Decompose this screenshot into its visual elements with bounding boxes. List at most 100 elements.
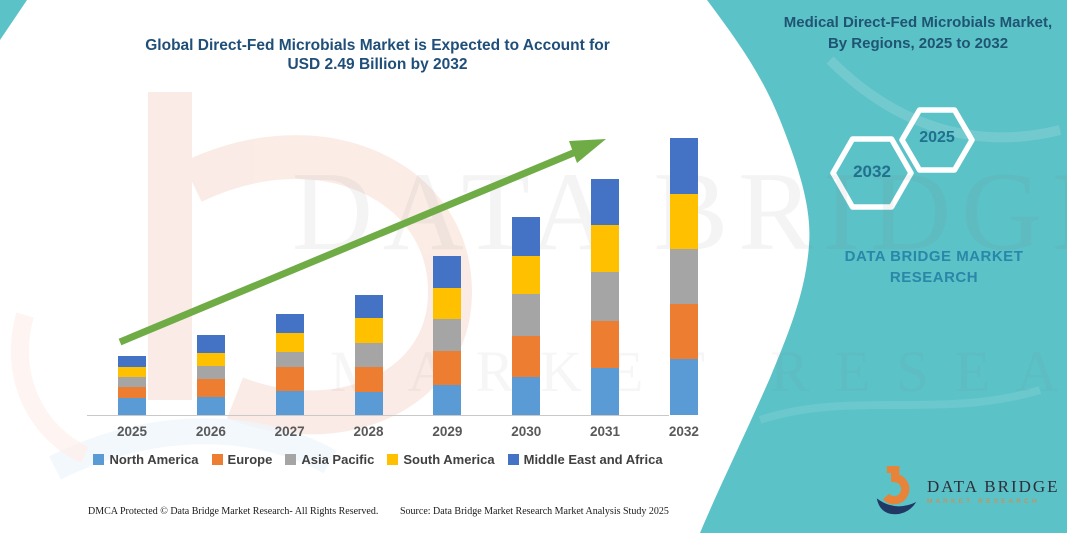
footer-dmca-text: DMCA Protected © Data Bridge Market Rese… (88, 506, 379, 517)
legend-label-asia-pacific: Asia Pacific (301, 452, 375, 467)
hexagon-label-2025: 2025 (919, 129, 955, 146)
bar-segment-north-america-2030 (512, 377, 541, 415)
bar-segment-asia-pacific-2028 (354, 342, 383, 368)
x-axis-label-2025: 2025 (116, 424, 148, 439)
bar-segment-asia-pacific-2025 (118, 377, 146, 388)
legend-swatch-middle-east-and-africa (507, 454, 519, 465)
legend-item-europe: Europe (211, 452, 273, 467)
legend-label-europe: Europe (227, 452, 273, 467)
bar-segment-north-america-2031 (591, 368, 620, 415)
bar-segment-south-america-2028 (354, 318, 383, 343)
side-panel-brand-text: DATA BRIDGE MARKET RESEARCH (844, 248, 1024, 286)
bar-segment-north-america-2028 (354, 391, 383, 415)
bar-column-2025 (118, 130, 146, 415)
hexagon-label-2032: 2032 (853, 162, 891, 181)
bar-stack-2025 (118, 130, 146, 415)
x-axis-line (87, 415, 669, 416)
bar-segment-south-america-2025 (118, 367, 146, 378)
bar-segment-europe-2032 (669, 303, 698, 360)
bar-segment-south-america-2032 (669, 193, 698, 250)
corner-wedge (0, 0, 27, 40)
bar-segment-middle-east-and-africa-2026 (196, 335, 225, 353)
bar-segment-asia-pacific-2031 (591, 271, 620, 321)
bar-segment-north-america-2027 (275, 390, 304, 415)
bar-segment-asia-pacific-2029 (433, 319, 462, 351)
bar-segment-asia-pacific-2027 (275, 351, 304, 368)
teal-panel-shape (700, 0, 1067, 533)
legend-label-north-america: North America (109, 452, 199, 467)
bar-segment-middle-east-and-africa-2027 (275, 313, 304, 333)
chart-title-line2: USD 2.49 Billion by 2032 (287, 56, 468, 73)
bar-segment-asia-pacific-2032 (669, 249, 698, 304)
bar-segment-europe-2028 (354, 367, 383, 392)
bar-segment-asia-pacific-2026 (196, 366, 225, 380)
bar-column-2029 (433, 130, 462, 415)
legend-label-middle-east-and-africa: Middle East and Africa (523, 452, 663, 467)
chart-title: Global Direct-Fed Microbials Market is E… (90, 36, 665, 74)
logo-name-text: DATA BRIDGE (927, 477, 1060, 496)
legend-item-south-america: South America (387, 452, 495, 467)
dbmr-logo: DATA BRIDGE MARKET RESEARCH (874, 466, 1060, 516)
bar-column-2028 (354, 130, 383, 415)
legend-item-middle-east-and-africa: Middle East and Africa (507, 452, 663, 467)
bar-segment-middle-east-and-africa-2032 (669, 138, 698, 194)
bar-stack-2029 (433, 130, 462, 415)
bar-stack-2032 (669, 130, 698, 415)
x-axis-label-2029: 2029 (432, 424, 463, 439)
legend-swatch-south-america (387, 454, 399, 465)
bar-segment-north-america-2032 (669, 359, 698, 415)
hexagon-2032 (830, 136, 914, 210)
hexagon-2025 (899, 107, 975, 173)
x-axis-label-2027: 2027 (274, 424, 305, 439)
bar-segment-asia-pacific-2030 (512, 293, 541, 337)
bar-segment-south-america-2029 (433, 288, 462, 320)
bar-segment-middle-east-and-africa-2030 (512, 217, 541, 257)
bar-stack-2028 (354, 130, 383, 415)
legend-swatch-asia-pacific (285, 454, 297, 465)
x-axis-label-2028: 2028 (353, 424, 384, 439)
bar-column-2032 (669, 130, 698, 415)
bar-chart-plot-area (88, 130, 722, 415)
bar-segment-middle-east-and-africa-2025 (118, 356, 146, 368)
logo-subtitle-text: MARKET RESEARCH (927, 498, 1040, 505)
bar-stack-2026 (196, 130, 225, 415)
x-axis-labels: 2025 2026 2027 2028 2029 2030 2031 2032 (88, 424, 722, 439)
legend-swatch-europe (211, 454, 223, 465)
bar-column-2031 (591, 130, 620, 415)
bar-stack-2031 (591, 130, 620, 415)
dbmr-logo-mark (876, 466, 917, 515)
bar-segment-north-america-2025 (118, 398, 146, 415)
bar-segment-south-america-2031 (591, 224, 620, 272)
bar-column-2026 (196, 130, 225, 415)
bar-segment-europe-2026 (196, 379, 225, 398)
legend-item-north-america: North America (93, 452, 199, 467)
bar-segment-europe-2029 (433, 350, 462, 385)
bar-segment-north-america-2029 (433, 385, 462, 415)
legend-item-asia-pacific: Asia Pacific (285, 452, 374, 467)
bar-segment-middle-east-and-africa-2029 (433, 256, 462, 289)
chart-title-line1: Global Direct-Fed Microbials Market is E… (145, 37, 610, 54)
x-axis-label-2032: 2032 (668, 424, 699, 439)
legend-label-south-america: South America (403, 452, 495, 467)
footer-source-text: Source: Data Bridge Market Research Mark… (400, 506, 669, 517)
legend-swatch-north-america (93, 454, 105, 465)
side-panel-title: Medical Direct-Fed Microbials Market, By… (783, 14, 1053, 52)
bar-stack-2030 (512, 130, 541, 415)
bar-column-2027 (275, 130, 304, 415)
bar-segment-europe-2031 (591, 320, 620, 369)
bar-segment-north-america-2026 (196, 397, 225, 415)
bar-segment-south-america-2026 (196, 352, 225, 367)
x-axis-label-2026: 2026 (195, 424, 226, 439)
bar-segment-south-america-2027 (275, 332, 304, 352)
bar-segment-europe-2025 (118, 387, 146, 399)
bar-segment-middle-east-and-africa-2028 (354, 294, 383, 319)
x-axis-label-2031: 2031 (590, 424, 621, 439)
bar-column-2030 (512, 130, 541, 415)
bar-segment-middle-east-and-africa-2031 (591, 179, 620, 225)
bar-segment-south-america-2030 (512, 256, 541, 294)
x-axis-label-2030: 2030 (511, 424, 542, 439)
bar-segment-europe-2027 (275, 367, 304, 391)
bar-segment-europe-2030 (512, 336, 541, 378)
bar-stack-2027 (275, 130, 304, 415)
